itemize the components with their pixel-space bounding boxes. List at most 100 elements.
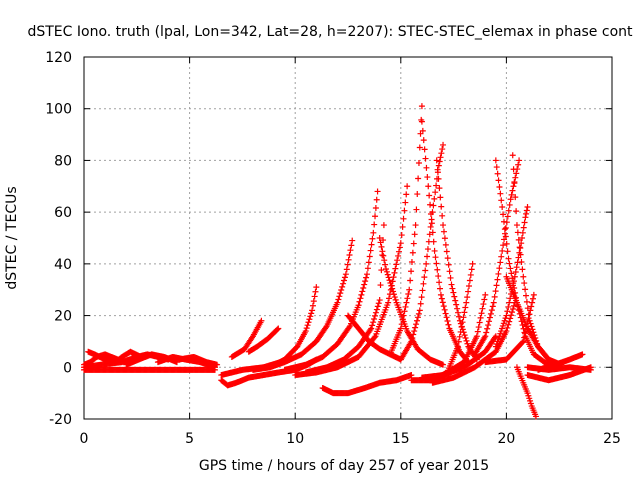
data-point	[361, 281, 368, 288]
data-point	[544, 355, 551, 362]
data-point	[335, 296, 342, 303]
data-point	[455, 338, 462, 345]
data-series	[524, 364, 594, 373]
data-point	[383, 268, 390, 275]
data-point	[371, 221, 378, 228]
data-point	[515, 236, 522, 243]
data-point	[366, 253, 373, 260]
data-point	[384, 271, 391, 278]
x-tick-label: 5	[185, 431, 194, 447]
data-point	[405, 291, 412, 298]
data-point	[466, 277, 473, 284]
data-point	[356, 298, 363, 305]
data-point	[383, 266, 390, 273]
data-point	[451, 293, 458, 300]
data-point	[302, 328, 309, 335]
data-point	[457, 328, 464, 335]
data-point	[443, 314, 450, 321]
data-point	[495, 270, 502, 277]
data-series	[503, 273, 552, 363]
data-point	[436, 279, 443, 286]
y-tick-label: 40	[54, 257, 72, 273]
data-point	[500, 218, 507, 225]
plot-frame	[83, 56, 613, 420]
data-point	[400, 312, 407, 319]
data-point	[411, 231, 418, 238]
data-point	[347, 247, 354, 254]
chart-title: dSTEC Iono. truth (lpal, Lon=342, Lat=28…	[27, 24, 633, 40]
data-point	[506, 260, 513, 267]
data-point	[386, 295, 393, 302]
data-point	[461, 332, 468, 339]
data-point	[345, 256, 352, 263]
data-point	[522, 330, 529, 337]
data-point	[479, 305, 486, 312]
data-point	[374, 303, 381, 310]
data-point	[491, 334, 498, 341]
data-point	[378, 243, 385, 250]
data-point	[519, 235, 526, 241]
data-point	[520, 338, 527, 345]
data-point	[494, 170, 501, 177]
data-point	[359, 288, 366, 295]
data-point	[421, 274, 428, 281]
data-point	[449, 285, 456, 292]
data-series	[245, 325, 282, 355]
data-point	[336, 293, 343, 300]
y-tick-label: 100	[45, 102, 72, 118]
data-point	[377, 282, 384, 289]
data-point	[442, 310, 449, 317]
data-point	[311, 293, 318, 300]
data-point	[433, 157, 440, 164]
data-point	[435, 273, 442, 280]
data-series	[440, 333, 499, 379]
data-point	[512, 268, 519, 275]
data-point	[372, 213, 379, 220]
data-point	[505, 321, 512, 328]
data-point	[458, 324, 465, 331]
data-point	[305, 319, 312, 326]
data-point	[370, 229, 377, 236]
data-point	[308, 310, 315, 317]
data-point	[497, 190, 504, 197]
data-point	[408, 372, 415, 379]
data-point	[368, 325, 375, 332]
data-point	[509, 305, 516, 312]
data-point	[440, 222, 447, 229]
data-point	[446, 268, 453, 275]
data-point	[527, 307, 534, 314]
data-point	[390, 288, 397, 295]
data-point	[418, 294, 425, 301]
data-point	[355, 302, 362, 309]
data-point	[414, 191, 421, 198]
data-point	[416, 307, 423, 314]
data-point	[408, 268, 415, 275]
data-point	[513, 208, 520, 215]
data-point	[439, 299, 446, 306]
data-point	[426, 192, 433, 199]
data-point	[399, 223, 406, 230]
data-point	[520, 273, 527, 280]
data-point	[532, 413, 539, 420]
data-point	[419, 127, 426, 134]
data-point	[415, 175, 422, 182]
data-point	[430, 202, 437, 209]
data-point	[382, 261, 389, 268]
data-point	[506, 201, 513, 208]
data-point	[312, 288, 319, 295]
data-point	[579, 351, 586, 358]
data-series	[266, 237, 356, 371]
data-point	[503, 240, 510, 247]
data-point	[307, 313, 314, 320]
data-point	[493, 164, 500, 171]
data-point	[419, 287, 426, 294]
data-point	[381, 257, 388, 264]
data-point	[485, 322, 492, 329]
data-point	[486, 314, 493, 321]
data-point	[409, 249, 416, 256]
data-point	[519, 339, 526, 346]
data-point	[434, 266, 441, 273]
data-point	[398, 321, 405, 328]
data-point	[512, 174, 519, 181]
data-point	[431, 195, 438, 202]
